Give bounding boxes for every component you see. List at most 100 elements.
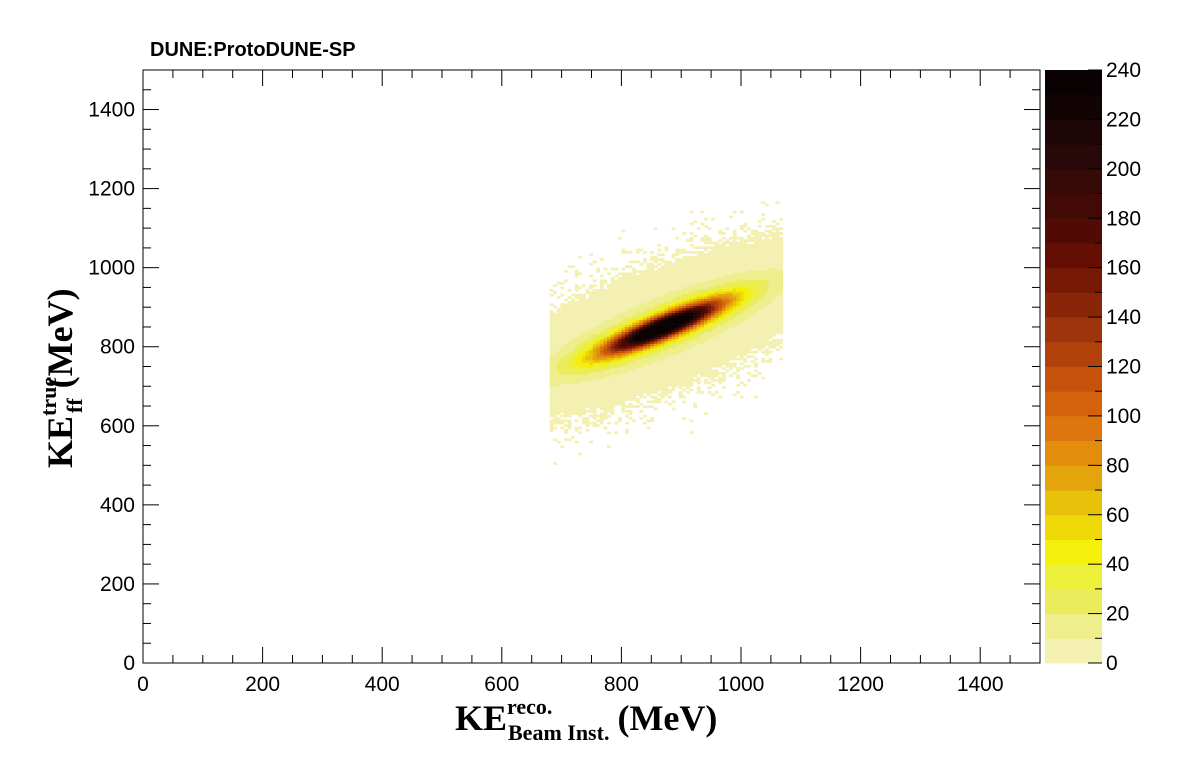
heatmap-bin [743,360,748,363]
heatmap-bin [732,255,737,259]
heatmap-bin [736,274,741,278]
heatmap-bin [714,341,719,344]
heatmap-bin [650,251,654,254]
heatmap-bin [746,315,751,318]
heatmap-bin [729,348,733,351]
heatmap-bin [599,393,604,397]
heatmap-bin [754,298,759,302]
heatmap-bin [761,253,766,257]
heatmap-bin [682,315,687,318]
heatmap-bin [675,369,680,373]
heatmap-bin [739,251,744,254]
heatmap-bin [599,412,604,416]
heatmap-bin [621,317,626,321]
heatmap-bin [664,376,669,380]
heatmap-bin [711,326,715,330]
heatmap-bin [560,402,565,406]
heatmap-bin [696,227,701,231]
heatmap-bin [729,298,733,302]
heatmap-bin [553,364,558,368]
heatmap-bin [610,367,615,370]
heatmap-bin [725,255,730,259]
heatmap-bin [707,289,712,292]
heatmap-bin [779,319,784,323]
heatmap-bin [599,298,604,302]
heatmap-bin [581,357,586,361]
heatmap-bin [610,348,615,351]
heatmap-bin [689,317,694,321]
heatmap-bin [596,362,601,366]
heatmap-bin [732,258,737,261]
heatmap-bin [660,329,665,333]
heatmap-bin [560,360,565,363]
heatmap-bin [711,331,715,335]
heatmap-bin [685,367,690,370]
heatmap-bin [621,305,626,309]
heatmap-bin [779,341,784,344]
heatmap-bin [657,338,662,342]
heatmap-bin [689,372,694,375]
heatmap-bin [574,400,579,404]
heatmap-bin [664,341,669,344]
heatmap-bin [639,357,644,361]
heatmap-bin [642,298,647,302]
heatmap-bin [732,253,737,257]
heatmap-bin [746,324,751,328]
heatmap-bin [556,393,561,397]
heatmap-bin [671,360,676,363]
heatmap-bin [614,367,619,370]
heatmap-bin [725,364,730,368]
heatmap-bin [757,291,762,295]
heatmap-bin [721,312,726,316]
heatmap-bin [678,336,683,340]
heatmap-bin [689,286,694,290]
heatmap-bin [746,227,751,231]
heatmap-bin [754,310,759,314]
heatmap-bin [617,348,622,351]
heatmap-bin [621,393,626,397]
heatmap-bin [714,255,719,259]
heatmap-bin [549,428,554,432]
heatmap-bin [718,395,723,399]
heatmap-bin [578,360,583,363]
heatmap-bin [650,419,654,423]
heatmap-bin [711,296,715,299]
heatmap-bin [553,462,558,465]
heatmap-bin [764,360,769,363]
heatmap-bin [639,307,644,311]
heatmap-bin [571,345,576,349]
heatmap-bin [678,315,683,318]
heatmap-bin [700,270,705,273]
heatmap-bin [718,267,723,271]
heatmap-bin [675,272,680,276]
heatmap-bin [685,265,690,268]
heatmap-bin [711,253,715,257]
heatmap-bin [614,307,619,311]
heatmap-bin [607,312,611,316]
heatmap-bin [682,338,687,342]
heatmap-bin [574,274,579,278]
heatmap-bin [736,319,741,323]
heatmap-bin [603,310,608,314]
heatmap-bin [703,369,708,373]
heatmap-bin [729,279,733,283]
heatmap-bin [736,277,741,280]
heatmap-bin [650,388,654,392]
heatmap-bin [768,267,773,271]
x-axis-label: KEreco. Beam Inst. (MeV) [455,694,717,745]
heatmap-bin [632,329,637,333]
heatmap-bin [642,348,647,351]
heatmap-bin [757,241,762,245]
heatmap-bin [707,381,712,385]
heatmap-bin [736,279,741,283]
heatmap-bin [560,334,565,337]
heatmap-bin [714,246,719,249]
heatmap-bin [707,272,712,276]
heatmap-bin [589,286,593,290]
heatmap-bin [596,357,601,361]
heatmap-bin [678,338,683,342]
heatmap-bin [560,310,565,314]
heatmap-bin [596,381,601,385]
heatmap-bin [599,379,604,382]
heatmap-bin [689,298,694,302]
